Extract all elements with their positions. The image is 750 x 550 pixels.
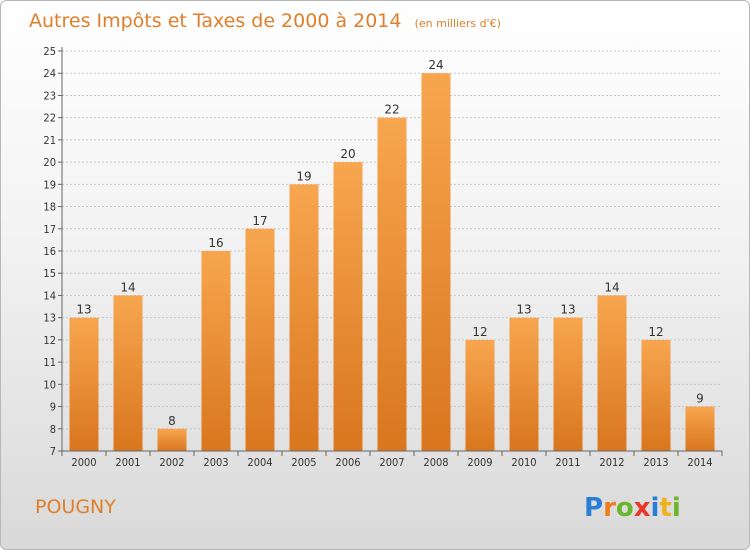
data-label-2013: 12 [648,325,663,339]
x-tick-label-2007: 2007 [379,456,404,469]
proxiti-logo: Proxiti [584,493,681,523]
x-tick-label-2014: 2014 [687,456,712,469]
bar-2014 [685,406,715,451]
x-tick-label-2005: 2005 [291,456,316,469]
y-tick-label: 24 [43,67,56,80]
data-labels: 13 14 8 16 17 19 20 22 24 12 13 13 14 12 9 [76,58,703,428]
logo-letter: r [603,493,616,523]
y-tick-label: 19 [43,178,56,191]
x-tick-label-2000: 2000 [71,456,96,469]
data-label-2010: 13 [516,303,531,317]
y-tick-label: 20 [43,156,56,169]
bar-2004 [245,228,275,451]
bar-2007 [377,117,407,452]
data-label-2011: 13 [560,303,575,317]
y-tick-label: 12 [43,334,56,347]
y-tick-label: 11 [43,356,56,369]
y-tick-label: 22 [43,112,56,125]
y-tick-label: 8 [50,423,56,436]
y-tick-label: 7 [50,445,56,458]
data-label-2004: 17 [252,214,267,228]
x-tick-label-2006: 2006 [335,456,360,469]
bar-2012 [597,295,627,451]
data-label-2001: 14 [120,280,135,294]
logo-letter: o [616,493,634,523]
bar-2010 [509,317,539,451]
chart-title-main: Autres Impôts et Taxes de 2000 à 2014 [29,10,402,32]
y-tick-label: 17 [43,223,56,236]
x-tick-label-2001: 2001 [115,456,140,469]
bar-2003 [201,251,231,451]
bar-2002 [157,428,187,451]
logo-letter: x [634,493,651,523]
bar-2000 [69,317,99,451]
data-label-2014: 9 [696,392,704,406]
y-tick-label: 14 [43,289,56,302]
data-label-2007: 22 [384,103,399,117]
bar-2001 [113,295,143,451]
y-tick-label: 15 [43,267,56,280]
x-tick-label-2002: 2002 [159,456,184,469]
x-tick-label-2012: 2012 [599,456,624,469]
y-tick-label: 23 [43,89,56,102]
data-label-2012: 14 [604,280,619,294]
y-tick-label: 21 [43,134,56,147]
y-axis-ticks: 7 8 9 10 11 12 13 14 15 16 17 18 19 20 21 22 23 24 25 [43,45,62,458]
data-label-2003: 16 [208,236,223,250]
bar-2006 [333,162,363,451]
commune-name: POUGNY [35,496,116,518]
data-label-2008: 24 [428,58,443,72]
data-label-2002: 8 [168,414,176,428]
logo-letter: i [672,493,681,523]
data-label-2006: 20 [340,147,355,161]
y-tick-label: 25 [43,45,56,58]
chart-title: Autres Impôts et Taxes de 2000 à 2014 (e… [29,10,501,32]
logo-letter: t [659,493,671,523]
y-tick-label: 18 [43,201,56,214]
y-tick-label: 9 [50,401,56,414]
chart-title-unit: (en milliers d'€) [415,17,501,30]
bar-2011 [553,317,583,451]
data-label-2005: 19 [296,169,311,183]
bar-2009 [465,339,495,451]
bar-2005 [289,184,319,452]
bars [69,73,715,452]
logo-letter: i [651,493,660,523]
y-tick-label: 10 [43,378,56,391]
bar-2013 [641,339,671,451]
x-tick-label-2009: 2009 [467,456,492,469]
x-tick-label-2011: 2011 [555,456,580,469]
y-tick-label: 16 [43,245,56,258]
data-label-2000: 13 [76,303,91,317]
x-tick-label-2013: 2013 [643,456,668,469]
x-tick-label-2004: 2004 [247,456,272,469]
logo-letter: P [584,493,603,523]
x-tick-label-2003: 2003 [203,456,228,469]
grid-lines [62,50,722,452]
x-axis-ticks: 2000 2001 2002 2003 2004 2005 2006 2007 2008 2009… [61,451,723,469]
y-tick-label: 13 [43,312,56,325]
x-tick-label-2008: 2008 [423,456,448,469]
data-label-2009: 12 [472,325,487,339]
x-tick-label-2010: 2010 [511,456,536,469]
bar-2008 [421,73,451,451]
